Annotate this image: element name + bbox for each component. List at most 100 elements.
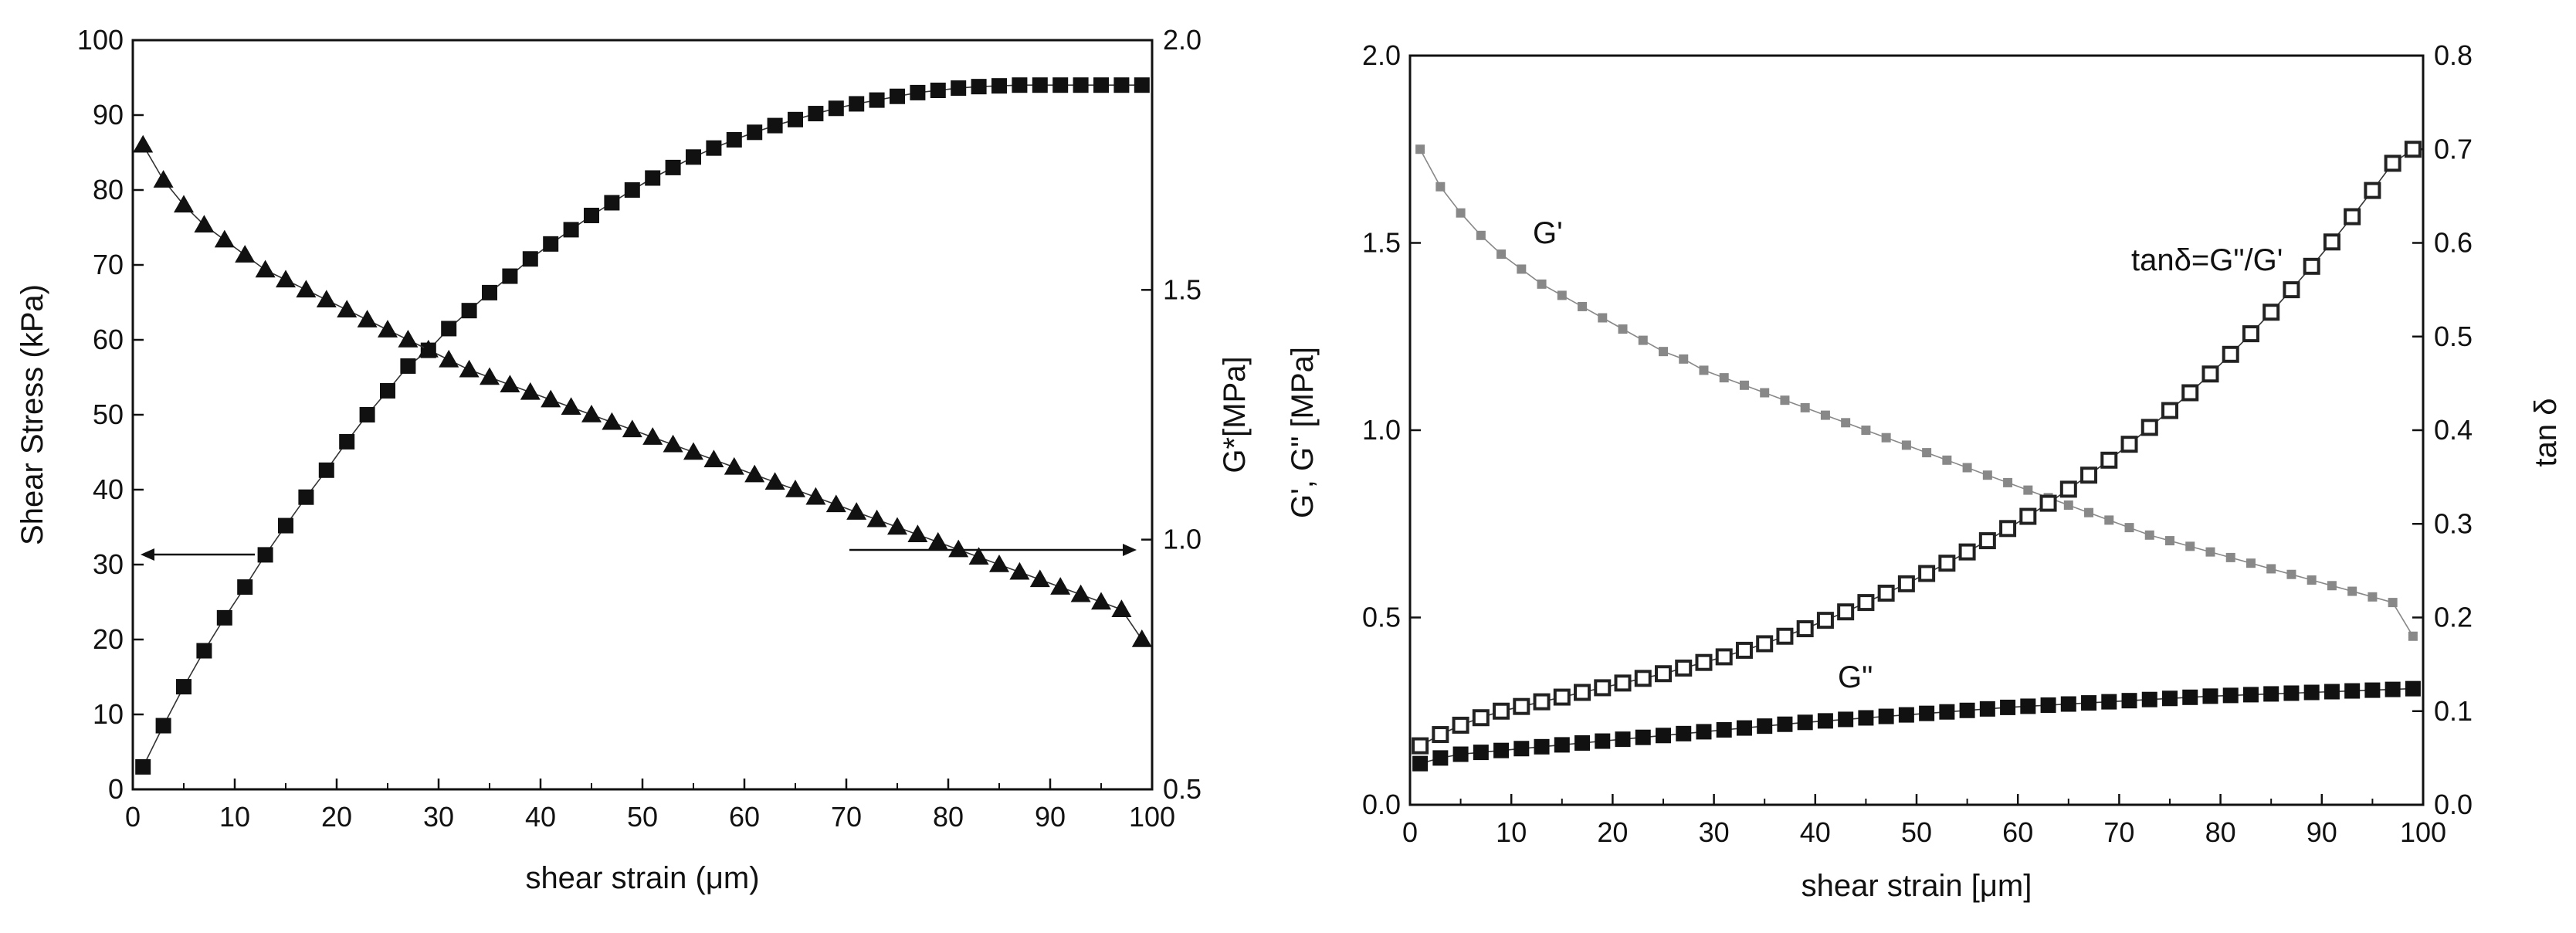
data-point (1881, 433, 1891, 443)
panel1-y-left-ticks: 0 10 20 30 40 50 60 70 80 90 100 (77, 24, 144, 805)
data-point (482, 284, 497, 300)
data-point (1452, 746, 1469, 762)
data-point (1533, 693, 1551, 711)
data-point (1922, 448, 1932, 458)
data-point (1594, 679, 1612, 697)
data-point (1780, 395, 1790, 405)
data-point (2104, 515, 2114, 525)
data-point (339, 433, 355, 450)
x-tick-label: 70 (2103, 816, 2134, 848)
data-point (357, 310, 378, 327)
data-point (604, 195, 620, 211)
data-point (1032, 77, 1048, 93)
data-point (825, 494, 846, 513)
data-point (276, 270, 296, 288)
data-point (2205, 547, 2215, 557)
data-point (1517, 264, 1527, 274)
data-point (1493, 702, 1510, 720)
data-point (1918, 565, 1936, 582)
data-point (747, 124, 763, 141)
data-point (2101, 694, 2117, 710)
data-point (584, 207, 599, 223)
data-point (948, 539, 969, 558)
data-point (1131, 629, 1152, 647)
data-point (155, 718, 171, 734)
data-point (828, 100, 844, 117)
y-left-tick-label: 0.5 (1362, 602, 1401, 633)
data-point (1614, 674, 1632, 692)
data-point (1050, 577, 1071, 595)
data-point (133, 134, 154, 153)
data-point (522, 251, 538, 267)
data-point (1134, 77, 1150, 93)
data-point (703, 450, 724, 467)
data-point (930, 82, 946, 98)
series-line-G (1419, 148, 2414, 637)
data-point (541, 389, 561, 408)
data-point (1513, 697, 1530, 715)
data-point (2283, 281, 2300, 299)
data-point (1715, 648, 1733, 666)
data-point (2323, 684, 2340, 700)
data-point (2063, 500, 2073, 510)
panel2-x-label: shear strain [μm] (1802, 869, 2032, 903)
data-point (808, 106, 824, 122)
data-point (561, 397, 581, 416)
y-right-tick-label: 0.4 (2434, 414, 2473, 446)
data-point (380, 382, 395, 399)
data-point (602, 412, 622, 430)
data-point (2080, 466, 2098, 484)
data-point (418, 339, 439, 358)
x-tick-label: 40 (525, 801, 556, 833)
data-point (1797, 714, 1813, 731)
y-left-tick-label: 50 (93, 399, 124, 430)
x-tick-label: 100 (1129, 801, 1175, 833)
data-point (2222, 687, 2239, 704)
data-point (2408, 631, 2418, 641)
panel2-y-left-label: G', G" [MPa] (1286, 347, 1320, 518)
data-point (2388, 598, 2398, 608)
data-point (1962, 463, 1972, 473)
data-point (1635, 729, 1651, 745)
panel2-y-right-label: tan δ (2529, 399, 2563, 467)
data-point (887, 517, 907, 535)
data-point (1012, 77, 1028, 93)
data-point (2344, 683, 2361, 699)
data-point (907, 524, 928, 542)
y-left-tick-label: 20 (93, 623, 124, 655)
panel2-series (1412, 141, 2422, 772)
data-point (663, 434, 683, 453)
panel1-y-left-label: Shear Stress (kPa) (15, 284, 49, 545)
data-point (1938, 555, 1956, 572)
y-right-tick-label: 0.7 (2434, 133, 2473, 165)
data-point (1878, 708, 1894, 724)
data-point (2225, 552, 2235, 562)
y-right-tick-label: 0.8 (2434, 39, 2473, 71)
data-point (1578, 301, 1588, 311)
panel1-x-label: shear strain (μm) (525, 861, 759, 895)
data-point (968, 547, 989, 565)
data-point (2059, 480, 2077, 498)
annotation-g-prime: G' (1533, 216, 1563, 250)
y-left-tick-label: 10 (93, 698, 124, 730)
data-point (1959, 702, 1975, 718)
panel2-x-ticks: 0 10 20 30 40 50 60 70 80 90 100 (1402, 794, 2446, 848)
data-point (2141, 691, 2157, 707)
y-right-tick-label: 2.0 (1163, 24, 1202, 56)
data-point (441, 321, 457, 337)
data-point (1901, 440, 1911, 450)
data-point (890, 88, 905, 104)
annotation-tan-delta: tanδ=G"/G' (2131, 243, 2283, 277)
data-point (1837, 603, 1855, 621)
data-point (2201, 365, 2219, 383)
data-point (1093, 77, 1109, 93)
data-point (2364, 682, 2381, 698)
data-point (2384, 154, 2401, 172)
data-point (2368, 592, 2378, 602)
data-point (174, 195, 194, 213)
data-point (2266, 564, 2276, 574)
x-tick-label: 0 (1402, 816, 1418, 848)
x-tick-label: 40 (1800, 816, 1831, 848)
data-point (1554, 737, 1570, 753)
data-point (2286, 569, 2296, 579)
